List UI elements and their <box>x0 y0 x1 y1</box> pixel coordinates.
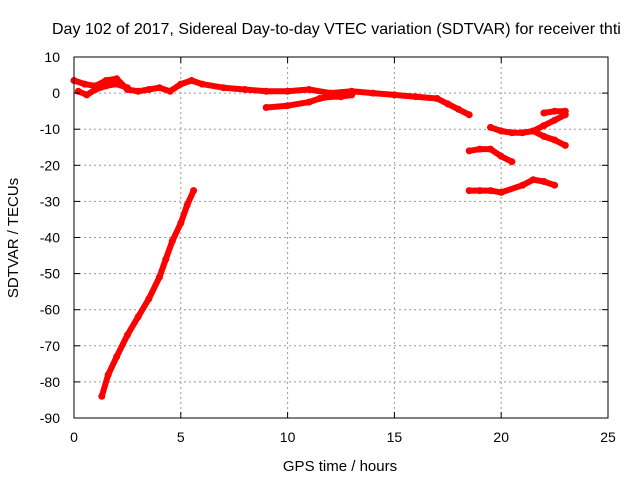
data-point <box>561 141 569 149</box>
data-point <box>74 87 82 95</box>
data-point <box>540 132 548 140</box>
data-point <box>145 86 153 93</box>
data-point <box>166 87 174 95</box>
data-point <box>262 87 270 95</box>
x-tick-label: 25 <box>600 429 616 445</box>
data-point <box>81 80 89 88</box>
grid <box>74 57 608 418</box>
data-point <box>177 80 185 88</box>
data-point <box>519 181 527 189</box>
data-point <box>465 111 473 119</box>
data-point <box>540 109 548 117</box>
data-point <box>497 152 505 160</box>
data-point <box>497 188 505 196</box>
x-tick-label: 20 <box>493 429 509 445</box>
data-point <box>305 86 313 93</box>
data-point <box>465 147 473 155</box>
y-tick-label: -90 <box>40 410 60 426</box>
data-point <box>551 116 559 124</box>
x-tick-label: 10 <box>280 429 296 445</box>
data-point <box>155 84 163 92</box>
data-point <box>134 313 142 321</box>
data-point <box>284 87 292 95</box>
data-point <box>455 105 462 113</box>
data-point <box>113 80 121 88</box>
data-point <box>412 93 420 101</box>
data-point <box>508 129 516 137</box>
y-tick-label: -30 <box>40 193 60 209</box>
data-point <box>134 87 142 95</box>
data-point <box>198 80 206 88</box>
x-tick-label: 0 <box>70 429 78 445</box>
data-point <box>369 89 377 97</box>
data-point <box>83 91 91 99</box>
data-point <box>487 187 494 195</box>
data-point <box>519 129 527 137</box>
data-point <box>433 95 441 102</box>
x-axis-label: GPS time / hours <box>283 458 397 475</box>
data-point <box>102 82 110 90</box>
y-tick-label: -70 <box>40 338 60 354</box>
data-point <box>123 84 131 92</box>
data-point <box>262 104 270 111</box>
data-point <box>508 158 516 166</box>
data-point <box>540 178 548 185</box>
data-point <box>348 91 356 99</box>
axis-ticks: 0 5 10 15 20 25 10 0 -10 -20 -30 -40 -50 -60 -70 -80 -90 <box>40 49 616 445</box>
data-point <box>113 75 121 83</box>
x-tick-label: 5 <box>177 429 185 445</box>
data-point <box>444 100 452 108</box>
series-line-track-8 <box>530 111 569 134</box>
data-point <box>337 93 345 101</box>
data-point <box>123 331 131 339</box>
y-tick-label: -10 <box>40 121 60 137</box>
data-point <box>529 127 537 135</box>
data-point <box>183 201 191 209</box>
data-point <box>551 136 559 144</box>
data-point <box>497 127 505 135</box>
data-point <box>551 181 559 189</box>
data-point <box>529 176 537 184</box>
chart-title: Day 102 of 2017, Sidereal Day-to-day VTE… <box>52 21 621 38</box>
y-tick-label: -20 <box>40 157 60 173</box>
data-point <box>540 122 548 130</box>
data-point <box>102 77 110 84</box>
data-point <box>220 84 227 92</box>
data-point <box>177 219 185 227</box>
data-point <box>326 93 334 101</box>
series-layer <box>70 75 569 400</box>
data-point <box>91 86 99 93</box>
data-point <box>487 123 494 131</box>
data-point <box>241 86 249 93</box>
data-point <box>98 392 106 400</box>
data-point <box>465 187 473 195</box>
x-tick-label: 15 <box>387 429 403 445</box>
data-point <box>476 187 484 195</box>
data-point <box>168 237 176 245</box>
data-point <box>390 91 398 99</box>
data-point <box>487 145 494 153</box>
data-point <box>188 77 195 84</box>
data-point <box>561 107 569 115</box>
y-tick-label: -40 <box>40 230 60 246</box>
y-tick-label: -50 <box>40 266 60 282</box>
data-point <box>190 187 198 195</box>
y-axis-label: SDTVAR / TECUs <box>5 178 22 298</box>
data-point <box>104 371 112 379</box>
data-point <box>551 107 559 115</box>
data-point <box>316 95 324 102</box>
y-tick-label: -80 <box>40 374 60 390</box>
data-point <box>284 102 292 110</box>
y-tick-label: -60 <box>40 302 60 318</box>
data-point <box>162 255 170 263</box>
data-point <box>155 273 163 281</box>
data-point <box>305 98 313 106</box>
data-point <box>476 145 484 153</box>
y-tick-label: 0 <box>52 85 60 101</box>
data-point <box>113 353 121 361</box>
data-point <box>145 295 153 303</box>
y-tick-label: 10 <box>44 49 60 65</box>
